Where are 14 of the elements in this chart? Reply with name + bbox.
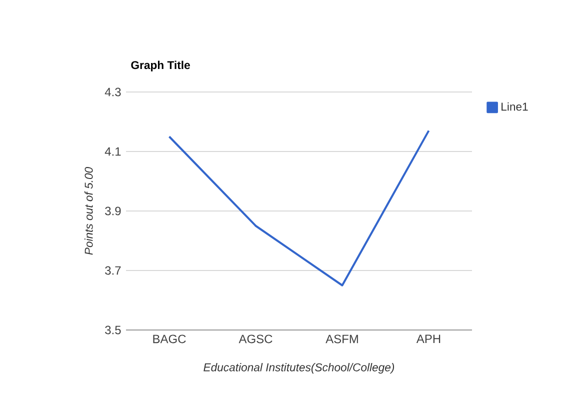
x-axis-title: Educational Institutes(School/College) <box>204 363 394 374</box>
y-tick-label: 3.5 <box>105 326 121 334</box>
y-tick-label: 3.7 <box>105 266 121 275</box>
legend-label: Line1 <box>502 102 528 111</box>
x-tick-label: APH <box>416 334 440 343</box>
line-series <box>168 130 430 286</box>
chart-title: Graph Title <box>131 60 190 72</box>
x-tick-label: ASFM <box>326 334 358 344</box>
y-tick-label: 4.3 <box>104 88 121 96</box>
x-tick-label: AGSC <box>238 334 272 344</box>
x-tick-label: BAGC <box>153 334 186 344</box>
y-tick-label: 3.9 <box>105 206 121 216</box>
y-axis-title: Points out of 5.00 <box>84 167 93 255</box>
y-tick-label: 4.1 <box>104 147 121 156</box>
